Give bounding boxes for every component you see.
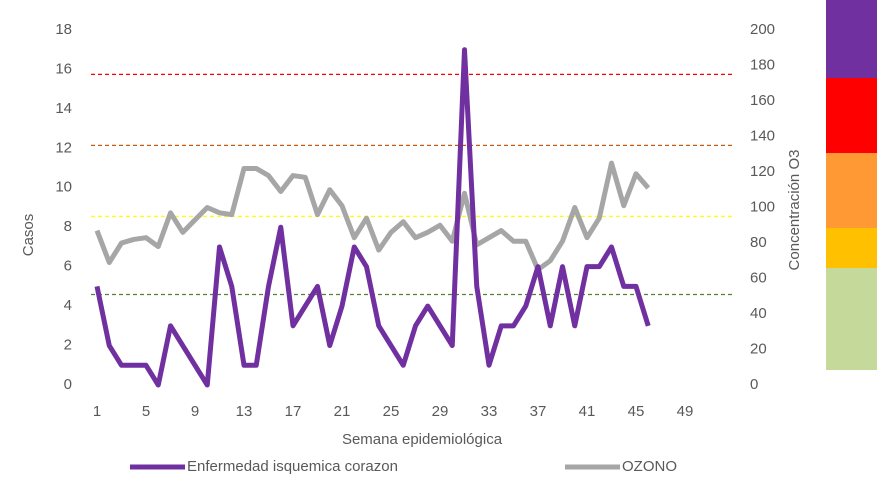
y-tick-label: 2 [64, 337, 72, 354]
x-tick-label: 45 [628, 403, 645, 420]
x-tick-label: 5 [142, 403, 150, 420]
x-tick-label: 17 [285, 403, 302, 420]
y2-tick-label: 40 [750, 305, 767, 322]
legend-label: Enfermedad isquemica corazon [187, 458, 398, 475]
x-tick-label: 33 [481, 403, 498, 420]
y-tick-label: 6 [64, 258, 72, 275]
scale-band [826, 0, 877, 78]
x-tick-label: 37 [530, 403, 547, 420]
y2-tick-label: 80 [750, 234, 767, 251]
x-tick-label: 1 [93, 403, 101, 420]
y-tick-label: 0 [64, 376, 72, 393]
y-tick-label: 18 [55, 21, 72, 38]
series-line [94, 47, 651, 388]
scale-band [826, 268, 877, 370]
y-axis-title: Casos [20, 214, 37, 257]
x-tick-label: 29 [432, 403, 449, 420]
x-tick-label: 41 [579, 403, 596, 420]
y2-axis-title: Concentración O3 [786, 150, 803, 271]
y-tick-label: 16 [55, 60, 72, 77]
y-tick-label: 8 [64, 218, 72, 235]
y2-tick-label: 20 [750, 340, 767, 357]
y2-tick-label: 180 [750, 56, 775, 73]
y-tick-label: 12 [55, 139, 72, 156]
scale-band [826, 228, 877, 268]
y2-tick-label: 140 [750, 127, 775, 144]
y-tick-label: 10 [55, 179, 72, 196]
y-tick-label: 4 [64, 297, 72, 314]
series-line [94, 160, 651, 273]
x-tick-label: 9 [191, 403, 199, 420]
y2-tick-label: 120 [750, 163, 775, 180]
x-tick-label: 21 [334, 403, 351, 420]
x-tick-label: 13 [236, 403, 253, 420]
y2-tick-label: 100 [750, 198, 775, 215]
y2-tick-label: 200 [750, 21, 775, 38]
x-axis-title: Semana epidemiológica [342, 431, 503, 448]
scale-band [826, 153, 877, 228]
x-tick-label: 25 [383, 403, 400, 420]
scale-band [826, 78, 877, 153]
y2-tick-label: 60 [750, 269, 767, 286]
y2-tick-label: 0 [750, 376, 758, 393]
y2-tick-label: 160 [750, 92, 775, 109]
legend-label: OZONO [622, 458, 677, 475]
y-tick-label: 14 [55, 100, 72, 117]
x-tick-label: 49 [677, 403, 694, 420]
